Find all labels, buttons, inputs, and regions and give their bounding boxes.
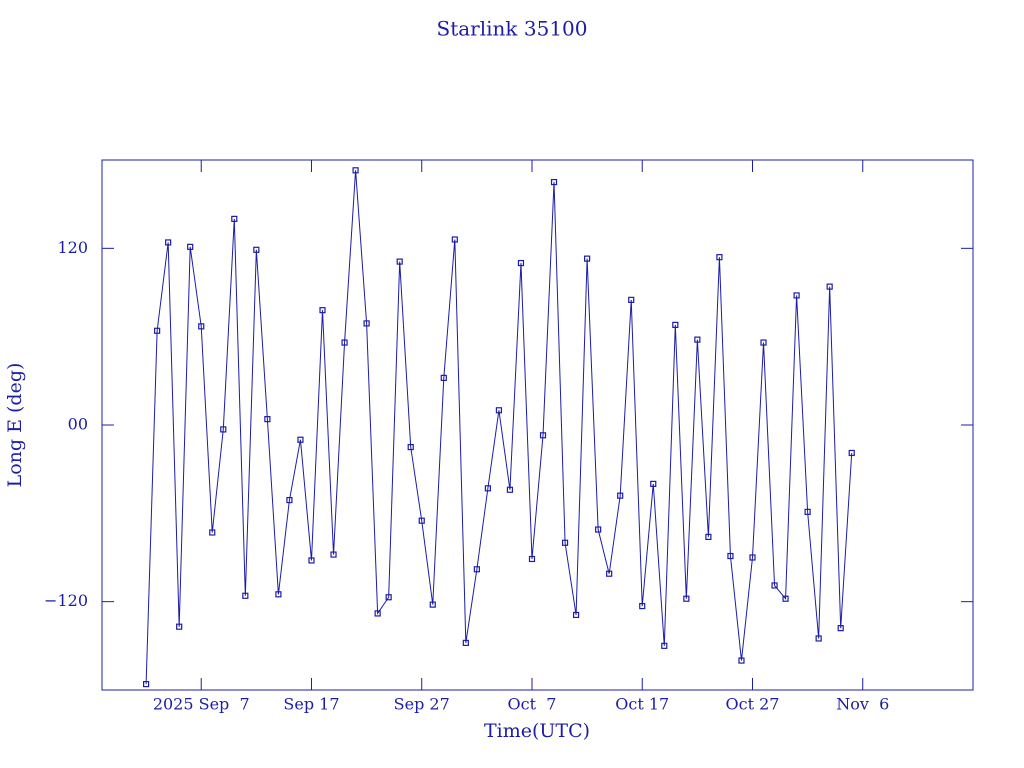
data-point — [473, 566, 480, 573]
data-point — [572, 611, 580, 619]
y-tick-label: 00 — [68, 415, 88, 434]
data-point — [628, 296, 635, 303]
y-tick-label: −120 — [44, 591, 88, 610]
data-point — [639, 602, 646, 610]
data-point — [661, 642, 668, 649]
data-point — [396, 258, 403, 265]
data-point — [308, 557, 315, 564]
data-point — [716, 254, 723, 261]
data-point — [694, 336, 701, 343]
data-point — [595, 526, 602, 533]
data-point — [749, 554, 756, 561]
data-point — [154, 327, 161, 334]
data-point — [727, 552, 734, 560]
data-point — [495, 407, 503, 414]
data-point — [760, 339, 767, 346]
data-point — [484, 485, 491, 492]
data-point — [264, 416, 271, 423]
data-point — [584, 255, 591, 262]
x-tick-label: Sep 17 — [283, 695, 339, 714]
data-point — [550, 178, 558, 186]
data-point — [165, 239, 172, 246]
data-point — [187, 243, 194, 250]
x-tick-label: Oct 7 — [508, 695, 557, 714]
data-point — [341, 339, 348, 346]
data-point — [837, 625, 844, 632]
data-point — [253, 246, 260, 253]
data-point — [242, 592, 249, 599]
data-point — [782, 595, 789, 602]
data-point — [451, 236, 458, 243]
data-point — [804, 508, 811, 515]
chart-title: Starlink 35100 — [437, 17, 588, 41]
data-point — [198, 323, 205, 330]
x-tick-label: Oct 27 — [726, 695, 780, 714]
data-point — [352, 167, 359, 174]
data-point — [517, 259, 525, 267]
data-point — [363, 320, 370, 327]
data-point — [506, 486, 514, 493]
data-point — [275, 591, 282, 598]
y-tick-label: 120 — [57, 238, 88, 257]
data-point — [319, 307, 326, 314]
data-point — [848, 449, 855, 457]
data-point — [330, 551, 337, 558]
y-axis-label: Long E (deg) — [4, 363, 26, 488]
data-point — [815, 635, 822, 642]
data-point — [418, 517, 425, 524]
data-point — [297, 436, 304, 443]
data-point — [220, 426, 227, 433]
series-line — [145, 170, 853, 685]
data-point — [738, 657, 745, 664]
data-point — [286, 496, 293, 504]
data-point — [209, 529, 216, 536]
data-point — [528, 555, 536, 563]
x-tick-label: 2025 Sep 7 — [153, 695, 250, 714]
x-tick-label: Oct 17 — [615, 695, 669, 714]
data-point — [771, 582, 778, 589]
data-point — [683, 595, 690, 602]
data-point — [176, 623, 183, 630]
data-point — [385, 594, 392, 601]
data-point — [407, 443, 414, 451]
data-point — [672, 321, 679, 328]
data-point — [650, 480, 657, 487]
data-point — [374, 610, 381, 617]
x-tick-label: Sep 27 — [394, 695, 450, 714]
data-point — [539, 432, 547, 439]
data-point — [793, 292, 800, 299]
data-point — [561, 539, 569, 546]
data-point — [705, 533, 712, 540]
data-point — [617, 492, 624, 499]
data-point — [429, 601, 436, 608]
x-axis-label: Time(UTC) — [484, 720, 590, 742]
data-point — [143, 681, 150, 688]
x-tick-label: Nov 6 — [836, 695, 889, 714]
data-point — [462, 639, 469, 646]
data-point — [231, 215, 238, 222]
data-point — [606, 570, 613, 577]
data-point — [440, 374, 447, 381]
plot-frame — [101, 159, 974, 691]
data-point — [826, 283, 833, 290]
